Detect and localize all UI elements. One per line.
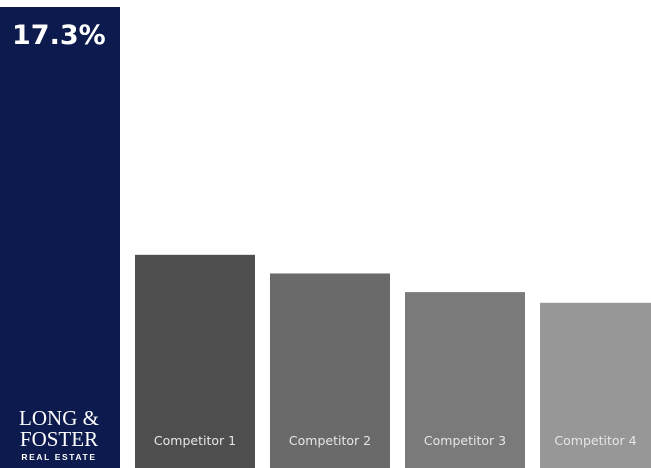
labels-group: 17.3% Competitor 1 Competitor 2 Competitor … [12, 20, 637, 448]
category-label-4: Competitor 3 [424, 433, 506, 448]
data-label-1: 17.3% [12, 20, 106, 51]
logo-line-2: FOSTER [20, 427, 98, 451]
bars-group [0, 7, 651, 468]
bar-1 [0, 7, 120, 468]
long-foster-logo: LONG & FOSTER REAL ESTATE [19, 406, 99, 462]
bar-3 [270, 273, 390, 468]
bar-5 [540, 302, 651, 468]
logo-line-1: LONG & [19, 406, 99, 430]
category-label-2: Competitor 1 [154, 433, 236, 448]
logo-line-3: REAL ESTATE [21, 452, 96, 462]
bar-2 [135, 254, 255, 468]
bar-4 [405, 292, 525, 468]
category-label-3: Competitor 2 [289, 433, 371, 448]
category-label-5: Competitor 4 [554, 433, 636, 448]
